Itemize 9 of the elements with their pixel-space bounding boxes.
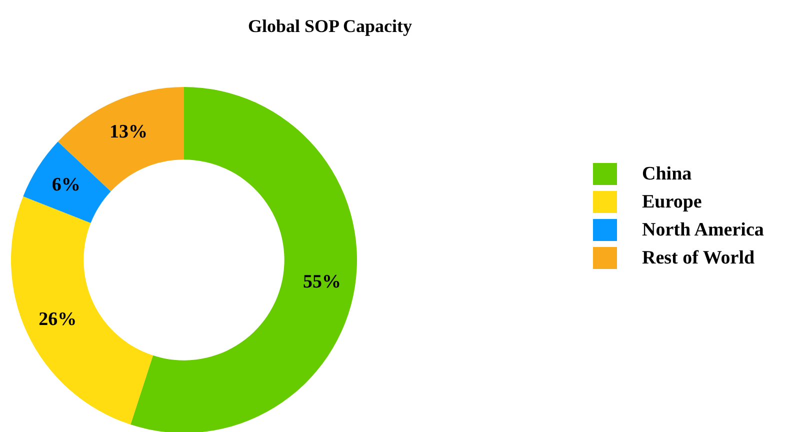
data-label: 55%: [302, 271, 341, 292]
chart-title: Global SOP Capacity: [248, 16, 412, 36]
legend-label: North America: [642, 220, 764, 240]
data-label: 26%: [38, 308, 77, 330]
legend-label: Rest of World: [642, 248, 756, 268]
legend-label: Europe: [642, 192, 702, 212]
legend-label: China: [642, 164, 692, 184]
data-label: 13%: [110, 121, 148, 142]
data-label: 6%: [52, 174, 80, 196]
